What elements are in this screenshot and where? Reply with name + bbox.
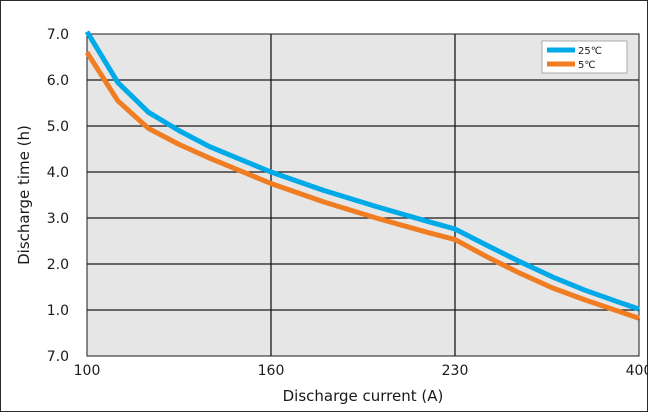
y-tick-label: 7.0 xyxy=(47,27,69,43)
series-line xyxy=(84,30,640,312)
x-axis-ticks: 100 160 230 400 xyxy=(74,363,648,379)
y-axis-title: Discharge time (h) xyxy=(15,125,33,265)
y-axis-ticks: 7.0 1.0 2.0 3.0 4.0 5.0 6.0 7.0 xyxy=(47,27,69,365)
x-axis-title: Discharge current (A) xyxy=(283,387,444,405)
y-tick-label: 7.0 xyxy=(47,349,69,365)
x-tick-label: 100 xyxy=(74,363,101,379)
y-tick-label: 3.0 xyxy=(47,211,69,227)
y-tick-label: 6.0 xyxy=(47,73,69,89)
plot-area xyxy=(86,33,640,357)
y-tick-label: 4.0 xyxy=(47,165,69,181)
x-tick-label: 160 xyxy=(258,363,285,379)
legend-box xyxy=(541,40,628,74)
series-lines xyxy=(84,30,640,321)
x-tick-label: 400 xyxy=(626,363,648,379)
vertical-gridlines xyxy=(270,34,456,356)
y-tick-label: 1.0 xyxy=(47,303,69,319)
y-tick-label: 2.0 xyxy=(47,257,69,273)
x-tick-label: 230 xyxy=(442,363,469,379)
series-line xyxy=(84,51,640,321)
legend-label: 25℃ xyxy=(578,46,602,57)
legend-label: 5℃ xyxy=(578,60,596,71)
legend: 25℃5℃ xyxy=(541,40,628,74)
y-tick-label: 5.0 xyxy=(47,119,69,135)
horizontal-gridlines xyxy=(87,79,639,311)
